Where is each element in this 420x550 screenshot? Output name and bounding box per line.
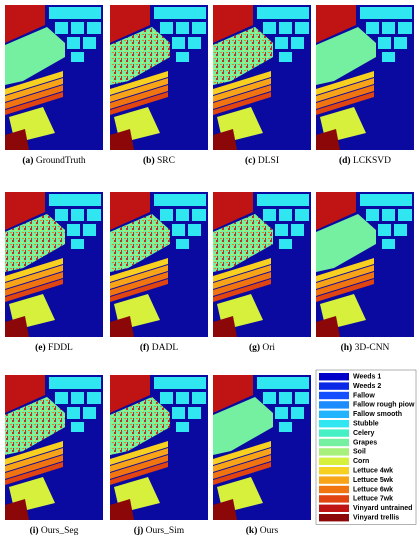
caption-method: SRC: [157, 156, 175, 166]
panel-caption: (d) LCKSVD: [339, 155, 391, 166]
caption-method: LCKSVD: [353, 156, 391, 166]
legend-swatch: [319, 476, 349, 484]
noise-region: [213, 214, 273, 272]
classification-map: [316, 5, 414, 150]
caption-label: (f): [140, 342, 150, 353]
legend-label: Fallow: [353, 392, 375, 399]
caption-method: GroundTruth: [36, 156, 86, 166]
legend-swatch: [319, 467, 349, 475]
caption-label: (e): [35, 342, 46, 353]
panel-caption: (h) 3D-CNN: [341, 342, 390, 353]
caption-method: Ours_Sim: [146, 526, 185, 536]
panel-caption: (a) GroundTruth: [22, 155, 85, 166]
legend-label: Lettuce 7wk: [353, 496, 393, 503]
panel-caption: (c) DLSI: [245, 155, 279, 166]
noise-region: [5, 214, 65, 272]
noise-region: [213, 27, 273, 85]
legend-swatch: [319, 485, 349, 494]
legend-swatch: [319, 504, 349, 512]
panel-caption: (b) SRC: [143, 155, 175, 166]
legend-swatch: [319, 410, 349, 418]
legend-label: Vinyard untrained: [353, 505, 412, 512]
panel-caption: (f) DADL: [140, 342, 178, 353]
noise-region: [5, 397, 65, 455]
legend-label: Weeds 1: [353, 374, 381, 381]
caption-label: (i): [30, 525, 39, 536]
panel: (e) FDDL: [5, 192, 103, 353]
panel: (g) Ori: [213, 192, 311, 353]
legend-swatch: [319, 448, 349, 456]
classification-map: [213, 375, 311, 520]
panel: (b) SRC: [110, 5, 208, 166]
panel-caption: (g) Ori: [249, 342, 275, 353]
panel-caption: (e) FDDL: [35, 342, 73, 353]
panel-caption: (j) Ours_Sim: [134, 525, 185, 536]
legend-swatch: [319, 514, 349, 522]
legend-label: Stubble: [353, 421, 379, 428]
panel: (h) 3D-CNN: [316, 192, 414, 353]
noise-region: [110, 214, 170, 272]
caption-method: DADL: [152, 343, 179, 353]
legend-label: Lettuce 4wk: [353, 468, 393, 475]
caption-method: Ours_Seg: [41, 526, 79, 536]
legend-label: Fallow rough piow: [353, 402, 415, 409]
caption-label: (a): [22, 155, 33, 166]
panel-caption: (i) Ours_Seg: [30, 525, 79, 536]
noise-region: [110, 397, 170, 455]
caption-label: (b): [143, 155, 155, 166]
panel: (a) GroundTruth: [5, 5, 103, 166]
caption-label: (g): [249, 342, 260, 353]
legend-swatch: [319, 420, 349, 428]
legend-label: Lettuce 6wk: [353, 486, 393, 493]
legend-label: Grapes: [353, 439, 377, 446]
legend-label: Soil: [353, 449, 366, 456]
legend-swatch: [319, 391, 349, 400]
caption-label: (c): [245, 155, 256, 166]
legend-label: Corn: [353, 458, 369, 465]
caption-method: Ours: [260, 526, 279, 536]
legend-label: Lettuce 5wk: [353, 477, 393, 484]
legend-swatch: [319, 438, 349, 447]
caption-method: Ori: [262, 343, 275, 353]
classification-map: [5, 5, 103, 150]
caption-method: FDDL: [48, 343, 73, 353]
legend-swatch: [319, 373, 349, 381]
panel-caption: (k) Ours: [246, 525, 279, 536]
legend: Weeds 1 Weeds 2 Fallow Fallow rough piow Fal…: [315, 369, 417, 525]
panel: (i) Ours_Seg: [5, 375, 103, 536]
legend-swatch: [319, 401, 349, 409]
legend-label: Fallow smooth: [353, 411, 402, 418]
caption-label: (k): [246, 525, 258, 536]
caption-label: (h): [341, 342, 353, 353]
panel: (f) DADL: [110, 192, 208, 353]
panel: (j) Ours_Sim: [110, 375, 208, 536]
caption-label: (j): [134, 525, 144, 536]
panel: (k) Ours: [213, 375, 311, 536]
classification-map: [316, 192, 414, 337]
caption-method: 3D-CNN: [355, 343, 390, 353]
panel: (d) LCKSVD: [316, 5, 414, 166]
caption-method: DLSI: [258, 156, 279, 166]
panel: (c) DLSI: [213, 5, 311, 166]
legend-label: Vinyard trellis: [353, 515, 399, 522]
legend-swatch: [319, 429, 349, 437]
legend-label: Weeds 2: [353, 383, 381, 390]
noise-region: [110, 27, 170, 85]
legend-swatch: [319, 382, 349, 390]
caption-label: (d): [339, 155, 351, 166]
legend-swatch: [319, 495, 349, 503]
legend-swatch: [319, 457, 349, 465]
legend-label: Celery: [353, 430, 375, 437]
